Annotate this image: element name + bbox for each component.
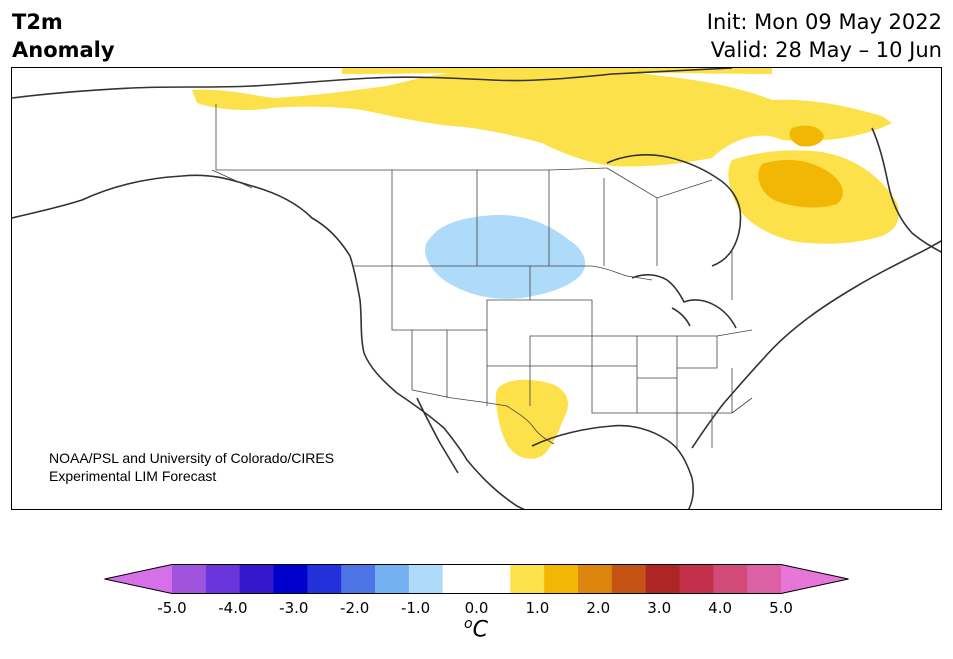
us-states [391, 266, 753, 448]
colorbar-unit: oC [464, 616, 488, 642]
anomaly-quebec-core [758, 159, 843, 208]
anomaly-map: NOAA/PSL and University of Colorado/CIRE… [12, 68, 941, 509]
colorbar-segment [375, 564, 410, 594]
colorbar-tick-label: -1.0 [400, 599, 431, 617]
colorbar-extend-high [781, 564, 849, 594]
title-line-1: T2m [12, 10, 63, 34]
colorbar-tick-label: -5.0 [157, 599, 187, 617]
colorbar-segment [442, 564, 477, 594]
colorbar-outline [104, 564, 849, 594]
colorbar-segment [679, 564, 714, 594]
unit-c: C [472, 617, 488, 643]
arctic-coast [12, 68, 733, 99]
colorbar-segment [408, 564, 444, 594]
colorbar-segment [510, 564, 545, 594]
colorbar-segment [205, 564, 241, 594]
labrador-coast [871, 127, 941, 253]
colorbar-tick-label: 1.0 [525, 599, 550, 617]
hudson-bay-coast [606, 154, 742, 267]
colorbar-segment [239, 564, 274, 594]
great-lakes [631, 274, 737, 329]
map-title: T2m Anomaly [12, 8, 115, 64]
anomaly-north-canada [192, 68, 892, 167]
anomaly-shading [192, 68, 899, 459]
unit-degree: o [464, 616, 473, 632]
anomaly-hudson-core [789, 125, 824, 147]
forecast-dates: Init: Mon 09 May 2022 Valid: 28 May – 10… [707, 8, 942, 64]
anomaly-prairies [425, 214, 586, 299]
colorbar-segment [172, 564, 207, 594]
colorbar-segment [747, 564, 782, 594]
map-panel: NOAA/PSL and University of Colorado/CIRE… [11, 67, 942, 510]
colorbar-tick-label: -2.0 [340, 599, 370, 617]
colorbar-tick-label: 5.0 [769, 599, 793, 617]
init-date: Init: Mon 09 May 2022 [706, 10, 942, 34]
anomaly-north-strip [342, 68, 772, 74]
colorbar-segment [341, 564, 376, 594]
colorbar-segment [544, 564, 579, 594]
pacific-coast [12, 174, 525, 509]
credit-line-2: Experimental LIM Forecast [49, 468, 216, 484]
colorbar-tick-label: 0.0 [464, 599, 489, 617]
canada-us-border [354, 265, 653, 281]
colorbar [104, 564, 849, 594]
colorbar-segment [307, 564, 342, 594]
anomaly-southwest [495, 379, 568, 459]
colorbar-tick-label: 2.0 [586, 599, 611, 617]
us-mexico-border [411, 389, 555, 445]
colorbar-segment [476, 564, 511, 594]
colorbar-extend-low [104, 564, 172, 594]
valid-range: Valid: 28 May – 10 Jun [710, 38, 942, 62]
political-boundaries [211, 104, 753, 448]
colorbar-tick-label: -4.0 [218, 599, 248, 617]
central-canada-lines [606, 167, 733, 300]
credit-line-1: NOAA/PSL and University of Colorado/CIRE… [49, 450, 334, 466]
colorbar-segment [645, 564, 680, 594]
colorbar-segment [578, 564, 613, 594]
title-line-2: Anomaly [12, 38, 115, 62]
colorbar-tick-label: 4.0 [708, 599, 733, 617]
atlantic-coast [691, 240, 941, 449]
colorbar-segment [611, 564, 647, 594]
baja-peninsula [416, 397, 459, 474]
colorbar-tick-label: -3.0 [279, 599, 309, 617]
coastlines [12, 68, 941, 509]
gulf-coast [531, 424, 695, 509]
canadian-provinces [211, 104, 608, 266]
colorbar-tick-label: 3.0 [647, 599, 672, 617]
colorbar-segment [273, 564, 308, 594]
colorbar-segment [713, 564, 748, 594]
